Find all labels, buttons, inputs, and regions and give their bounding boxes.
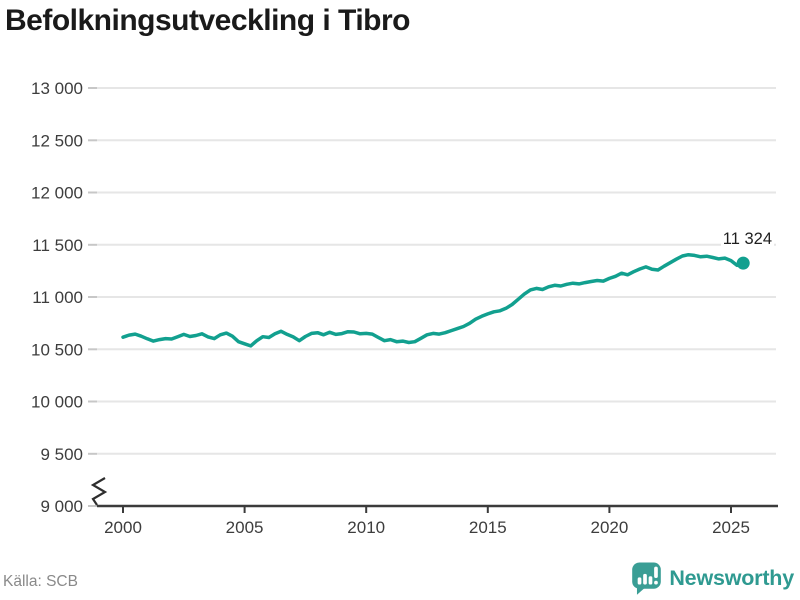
y-axis-label: 9 000 bbox=[40, 497, 83, 516]
y-axis-label: 9 500 bbox=[40, 445, 83, 464]
x-axis-label: 2025 bbox=[712, 518, 750, 537]
x-axis-label: 2010 bbox=[347, 518, 385, 537]
newsworthy-logo-icon bbox=[632, 562, 662, 595]
y-axis-label: 10 500 bbox=[31, 340, 83, 359]
axis-break-icon bbox=[90, 477, 108, 506]
x-axis-label: 2000 bbox=[104, 518, 142, 537]
x-axis-label: 2020 bbox=[590, 518, 628, 537]
y-axis-label: 11 000 bbox=[32, 288, 83, 307]
y-axis-label: 12 000 bbox=[31, 184, 83, 203]
y-axis-label: 13 000 bbox=[31, 79, 83, 98]
y-axis-label: 12 500 bbox=[31, 131, 83, 150]
end-value-label: 11 324 bbox=[720, 230, 774, 249]
y-axis-label: 10 000 bbox=[31, 393, 83, 412]
end-point-dot bbox=[736, 256, 750, 270]
x-axis-label: 2005 bbox=[226, 518, 264, 537]
newsworthy-logo-text: Newsworthy bbox=[669, 565, 794, 590]
newsworthy-logo: Newsworthy bbox=[631, 561, 794, 595]
source-note: Källa: SCB bbox=[3, 573, 78, 590]
x-axis-label: 2015 bbox=[469, 518, 507, 537]
y-axis-label: 11 500 bbox=[32, 236, 83, 255]
chart-title: Befolkningsutveckling i Tibro bbox=[5, 4, 411, 37]
population-line bbox=[121, 252, 745, 348]
